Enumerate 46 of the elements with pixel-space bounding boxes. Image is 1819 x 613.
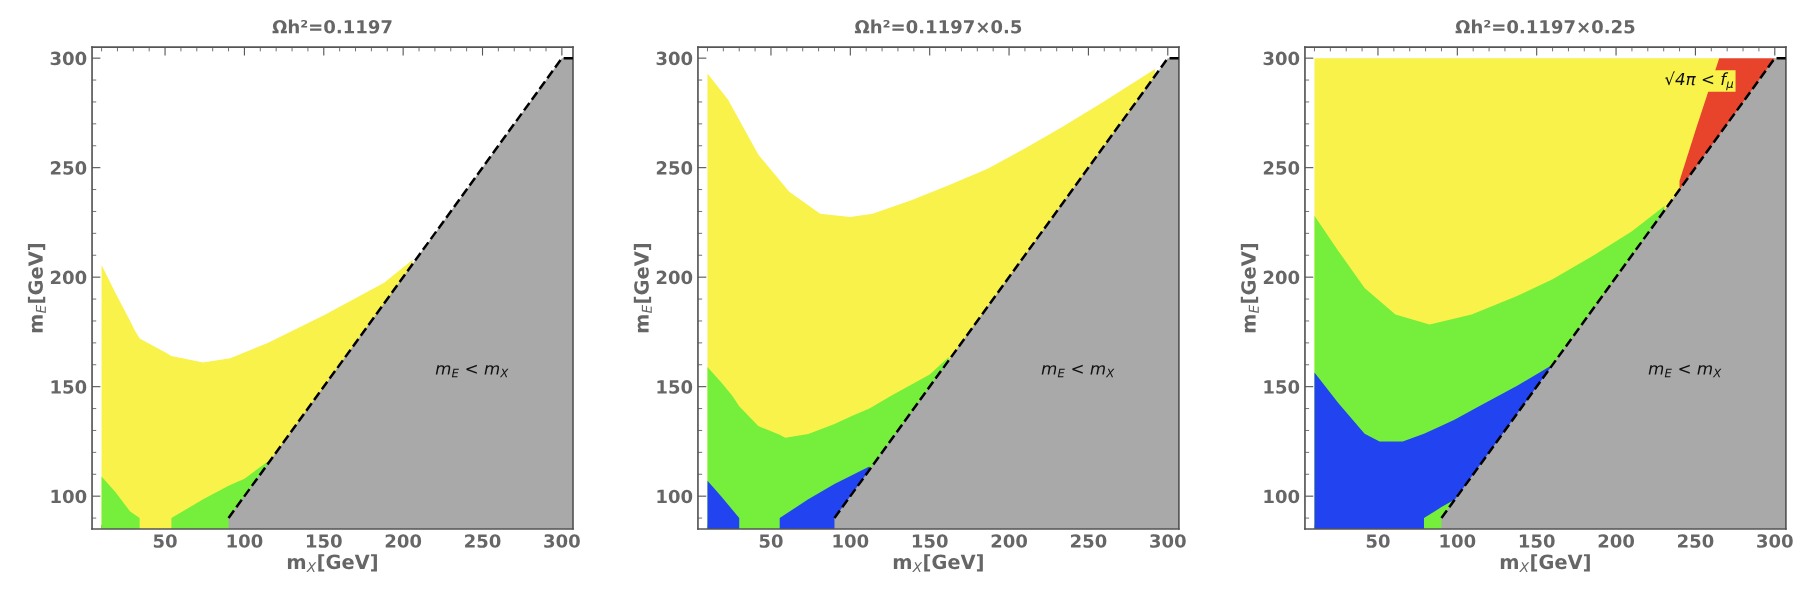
x-axis-title: m$_{X}$[GeV]: [1500, 554, 1590, 573]
y-tick-label: 200: [656, 270, 693, 285]
y-tick-label: 300: [50, 51, 87, 66]
chart-title: Ωh²=0.1197×0.25: [1455, 19, 1635, 34]
y-tick-label: 150: [1264, 380, 1300, 394]
y-tick-label: 150: [51, 380, 87, 394]
x-tick-label: 100: [1440, 534, 1476, 548]
x-tick-label: 250: [1678, 534, 1714, 548]
chart-title: Ωh²=0.1197×0.5: [854, 19, 1022, 34]
annotation: m$_{E}$ < m$_{X}$: [1041, 364, 1115, 378]
y-axis-title: m$_{E}$[GeV]: [1240, 244, 1259, 333]
x-tick-label: 300: [1757, 534, 1793, 548]
y-tick-label: 150: [657, 380, 693, 394]
y-tick-label: 250: [656, 161, 693, 175]
y-tick-label: 250: [50, 161, 87, 175]
x-tick-label: 250: [1071, 534, 1107, 548]
chart-title: Ωh²=0.1197: [272, 19, 392, 34]
annotation: √4π < f$_{μ}$: [1664, 71, 1734, 91]
y-tick-label: 200: [50, 270, 87, 285]
y-tick-label: 300: [1263, 51, 1300, 66]
x-tick-label: 300: [544, 534, 580, 548]
x-tick-label: 200: [991, 534, 1028, 548]
y-tick-label: 300: [656, 51, 693, 66]
x-tick-label: 150: [1519, 534, 1555, 548]
x-tick-label: 50: [153, 534, 177, 548]
x-tick-label: 300: [1150, 534, 1186, 548]
x-tick-label: 250: [465, 534, 501, 548]
y-tick-label: 250: [1263, 161, 1300, 175]
y-tick-label: 200: [1263, 270, 1300, 285]
x-tick-label: 100: [227, 534, 263, 548]
x-tick-label: 100: [833, 534, 869, 548]
annotation: m$_{E}$ < m$_{X}$: [435, 364, 509, 378]
x-axis-title: m$_{X}$[GeV]: [893, 554, 983, 573]
y-tick-label: 100: [1264, 489, 1300, 504]
y-axis-title: m$_{E}$[GeV]: [633, 244, 652, 333]
x-tick-label: 150: [306, 534, 342, 548]
x-tick-label: 200: [385, 534, 422, 548]
x-tick-label: 50: [1366, 534, 1390, 548]
y-tick-label: 100: [657, 489, 693, 504]
y-axis-title: m$_{E}$[GeV]: [27, 244, 46, 333]
x-tick-label: 150: [912, 534, 948, 548]
y-tick-label: 100: [51, 489, 87, 504]
x-tick-label: 50: [759, 534, 783, 548]
x-axis-title: m$_{X}$[GeV]: [287, 554, 377, 573]
annotation: m$_{E}$ < m$_{X}$: [1648, 364, 1722, 378]
x-tick-label: 200: [1598, 534, 1635, 548]
